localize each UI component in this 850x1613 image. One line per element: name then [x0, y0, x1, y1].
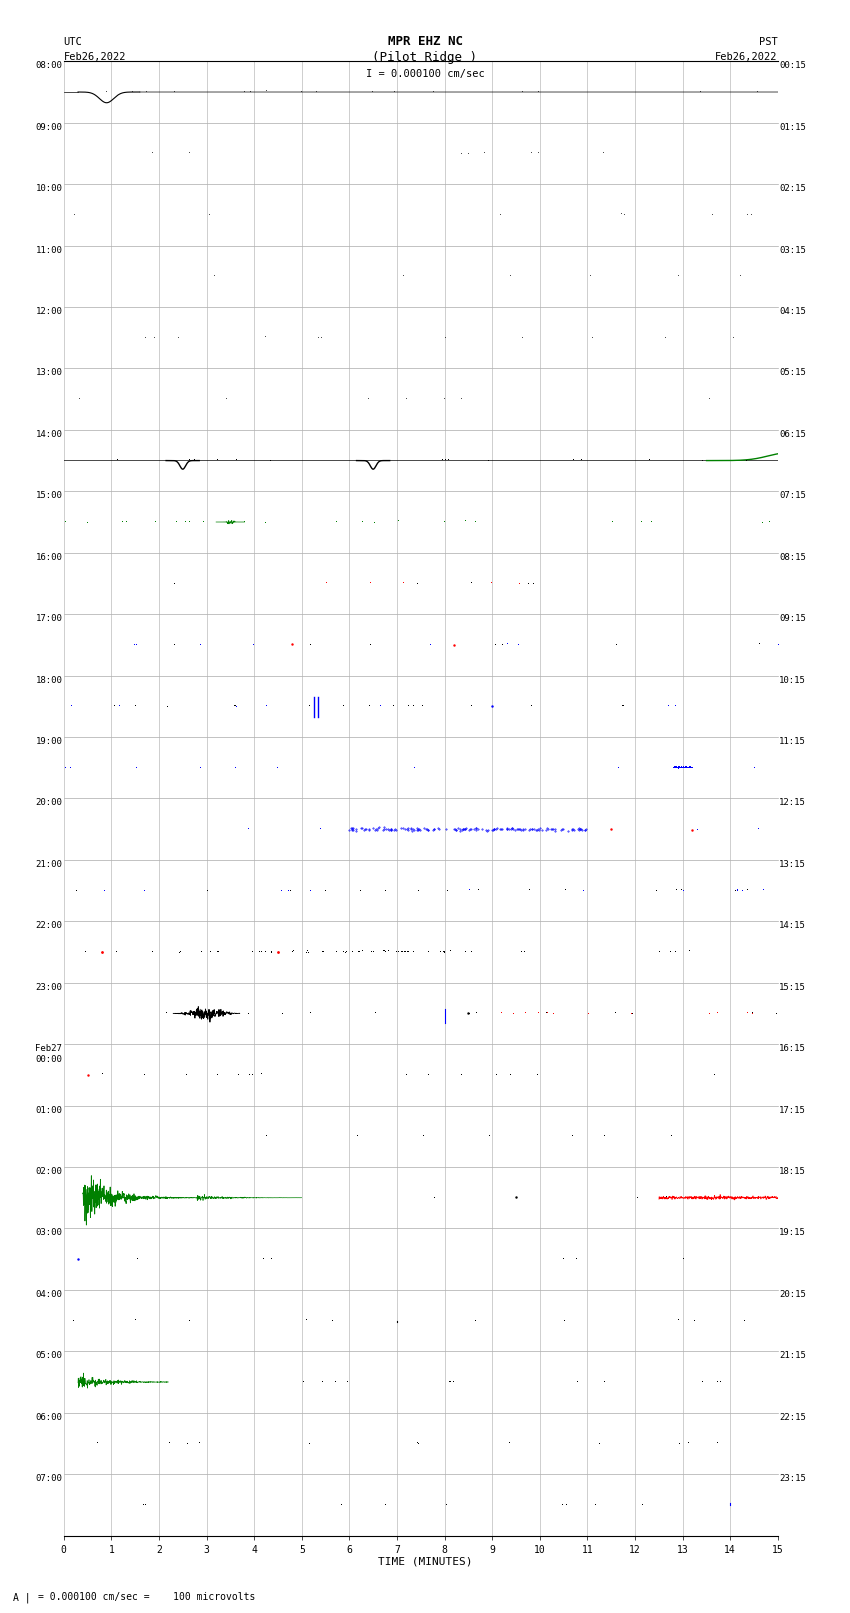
Text: 11:00: 11:00 — [36, 245, 62, 255]
Text: 05:00: 05:00 — [36, 1352, 62, 1360]
Text: 15:00: 15:00 — [36, 492, 62, 500]
Text: Feb26,2022: Feb26,2022 — [64, 52, 127, 61]
Text: 18:15: 18:15 — [779, 1166, 806, 1176]
Text: 04:00: 04:00 — [36, 1290, 62, 1298]
Text: 17:00: 17:00 — [36, 615, 62, 623]
Text: 04:15: 04:15 — [779, 306, 806, 316]
Text: 09:15: 09:15 — [779, 615, 806, 623]
Text: = 0.000100 cm/sec =    100 microvolts: = 0.000100 cm/sec = 100 microvolts — [38, 1592, 256, 1602]
Text: 03:15: 03:15 — [779, 245, 806, 255]
Text: Feb27
00:00: Feb27 00:00 — [36, 1044, 62, 1063]
Text: TIME (MINUTES): TIME (MINUTES) — [377, 1557, 473, 1566]
Text: PST: PST — [759, 37, 778, 47]
Text: 20:15: 20:15 — [779, 1290, 806, 1298]
Text: 07:00: 07:00 — [36, 1474, 62, 1482]
Text: 06:15: 06:15 — [779, 429, 806, 439]
Text: 05:15: 05:15 — [779, 368, 806, 377]
Text: 12:00: 12:00 — [36, 306, 62, 316]
Text: 08:00: 08:00 — [36, 61, 62, 71]
Text: 18:00: 18:00 — [36, 676, 62, 684]
Text: 10:15: 10:15 — [779, 676, 806, 684]
Text: 01:15: 01:15 — [779, 123, 806, 132]
Text: 00:15: 00:15 — [779, 61, 806, 71]
Text: 14:15: 14:15 — [779, 921, 806, 931]
Text: (Pilot Ridge ): (Pilot Ridge ) — [372, 52, 478, 65]
Text: UTC: UTC — [64, 37, 82, 47]
Text: 02:00: 02:00 — [36, 1166, 62, 1176]
Text: Feb26,2022: Feb26,2022 — [715, 52, 778, 61]
Text: 17:15: 17:15 — [779, 1105, 806, 1115]
Text: 16:15: 16:15 — [779, 1044, 806, 1053]
Text: 13:00: 13:00 — [36, 368, 62, 377]
Text: A |: A | — [13, 1592, 31, 1603]
Text: I = 0.000100 cm/sec: I = 0.000100 cm/sec — [366, 69, 484, 79]
Text: 11:15: 11:15 — [779, 737, 806, 745]
Text: 07:15: 07:15 — [779, 492, 806, 500]
Text: 09:00: 09:00 — [36, 123, 62, 132]
Text: 20:00: 20:00 — [36, 798, 62, 808]
Text: 22:00: 22:00 — [36, 921, 62, 931]
Text: 14:00: 14:00 — [36, 429, 62, 439]
Text: 15:15: 15:15 — [779, 982, 806, 992]
Text: 10:00: 10:00 — [36, 184, 62, 194]
Text: 23:00: 23:00 — [36, 982, 62, 992]
Text: 22:15: 22:15 — [779, 1413, 806, 1421]
Text: 12:15: 12:15 — [779, 798, 806, 808]
Text: 21:15: 21:15 — [779, 1352, 806, 1360]
Text: MPR EHZ NC: MPR EHZ NC — [388, 35, 462, 48]
Text: 13:15: 13:15 — [779, 860, 806, 869]
Text: 23:15: 23:15 — [779, 1474, 806, 1482]
Text: 19:15: 19:15 — [779, 1229, 806, 1237]
Text: 08:15: 08:15 — [779, 553, 806, 561]
Text: 06:00: 06:00 — [36, 1413, 62, 1421]
Text: 21:00: 21:00 — [36, 860, 62, 869]
Text: 16:00: 16:00 — [36, 553, 62, 561]
Text: 19:00: 19:00 — [36, 737, 62, 745]
Text: 03:00: 03:00 — [36, 1229, 62, 1237]
Text: 02:15: 02:15 — [779, 184, 806, 194]
Text: 01:00: 01:00 — [36, 1105, 62, 1115]
